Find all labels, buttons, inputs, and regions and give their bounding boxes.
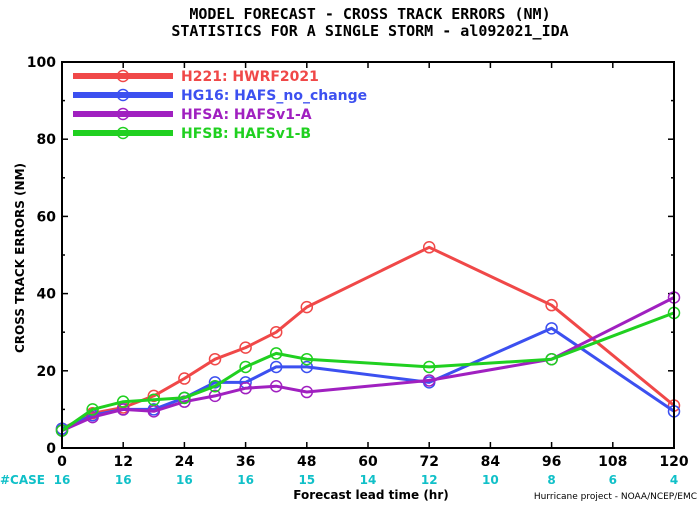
legend-label: H221: HWRF2021 [181,69,319,85]
x-tick-label: 0 [57,454,67,470]
legend-label: HG16: HAFS_no_change [181,88,367,104]
y-tick-labels: 0 20 40 60 80 100 [27,55,56,457]
data-point [208,389,222,403]
legend-item: HFSB: HAFSv1-B [73,126,311,142]
data-point [422,241,436,254]
data-point [545,322,558,335]
case-count: 12 [421,473,438,487]
legend-label: HFSB: HAFSv1-B [181,126,311,142]
chart-subtitle: STATISTICS FOR A SINGLE STORM - al092021… [171,22,568,40]
data-point [269,325,283,339]
series-group [55,306,681,437]
credit-text: Hurricane project - NOAA/NCEP/EMC [534,492,697,502]
legend-label: HFSA: HAFSv1-A [181,107,312,123]
chart-title: MODEL FORECAST - CROSS TRACK ERRORS (NM) [189,5,550,23]
data-point [208,352,222,366]
x-tick-label: 108 [598,454,627,470]
data-point [422,374,436,387]
data-point [300,360,314,374]
case-count: 16 [54,473,71,487]
data-point [239,360,252,374]
case-count: 6 [609,473,617,487]
y-tick-label: 0 [46,441,56,457]
legend-item: H221: HWRF2021 [73,69,319,85]
case-count: 10 [482,473,499,487]
x-axis-label: Forecast lead time (hr) [293,488,449,502]
x-tick-label: 72 [419,454,438,470]
legend-marker [116,69,130,83]
data-point [545,298,558,312]
case-count: 16 [176,473,193,487]
x-tick-label: 84 [481,454,501,470]
x-tick-label: 12 [113,454,132,470]
data-point [178,391,191,405]
data-point [239,341,252,354]
legend-item: HG16: HAFS_no_change [73,88,367,104]
case-count: 8 [547,473,555,487]
data-point [208,379,222,393]
data-point [147,393,161,406]
data-point [300,385,314,399]
y-tick-label: 80 [37,132,57,148]
x-tick-label: 24 [175,454,195,470]
y-tick-label: 60 [37,209,57,225]
case-count: 4 [670,473,678,487]
series-layer [55,241,681,437]
case-count: 16 [237,473,254,487]
case-count: 16 [115,473,132,487]
x-tick-label: 120 [659,454,688,470]
legend-item: HFSA: HAFSv1-A [73,107,312,123]
data-point [239,381,252,395]
plot-frame [61,61,675,449]
series-group [55,322,681,435]
legend-marker [116,107,130,121]
data-point [86,403,99,416]
y-axis-label: CROSS TRACK ERRORS (NM) [13,163,27,353]
data-point [147,389,161,403]
x-tick-label: 96 [542,454,561,470]
data-point [178,372,191,385]
x-tick-labels: 0 12 24 36 48 60 72 84 96 108 120 [57,454,689,470]
legend-marker [116,88,130,102]
legend-marker [116,126,130,140]
data-point [300,352,314,366]
legend: H221: HWRF2021 HG16: HAFS_no_change HFSA: … [73,69,367,142]
x-tick-label: 48 [297,454,316,470]
data-point [269,379,283,393]
data-point [86,410,99,424]
y-tick-label: 100 [27,55,56,71]
data-point [116,403,130,416]
data-point [116,395,130,408]
case-count-label: #CASE [0,473,45,487]
data-point [545,352,558,366]
x-tick-label: 36 [236,454,255,470]
case-count-row: #CASE 16 16 16 16 15 14 12 10 8 6 4 [0,473,678,487]
y-tick-label: 20 [37,364,57,380]
case-count: 15 [298,473,315,487]
data-point [269,347,283,360]
y-tick-label: 40 [37,287,57,303]
data-point [178,395,191,408]
data-point [269,360,283,374]
x-tick-label: 60 [358,454,378,470]
case-count: 14 [360,473,377,487]
data-point [422,360,436,374]
data-point [300,300,314,314]
